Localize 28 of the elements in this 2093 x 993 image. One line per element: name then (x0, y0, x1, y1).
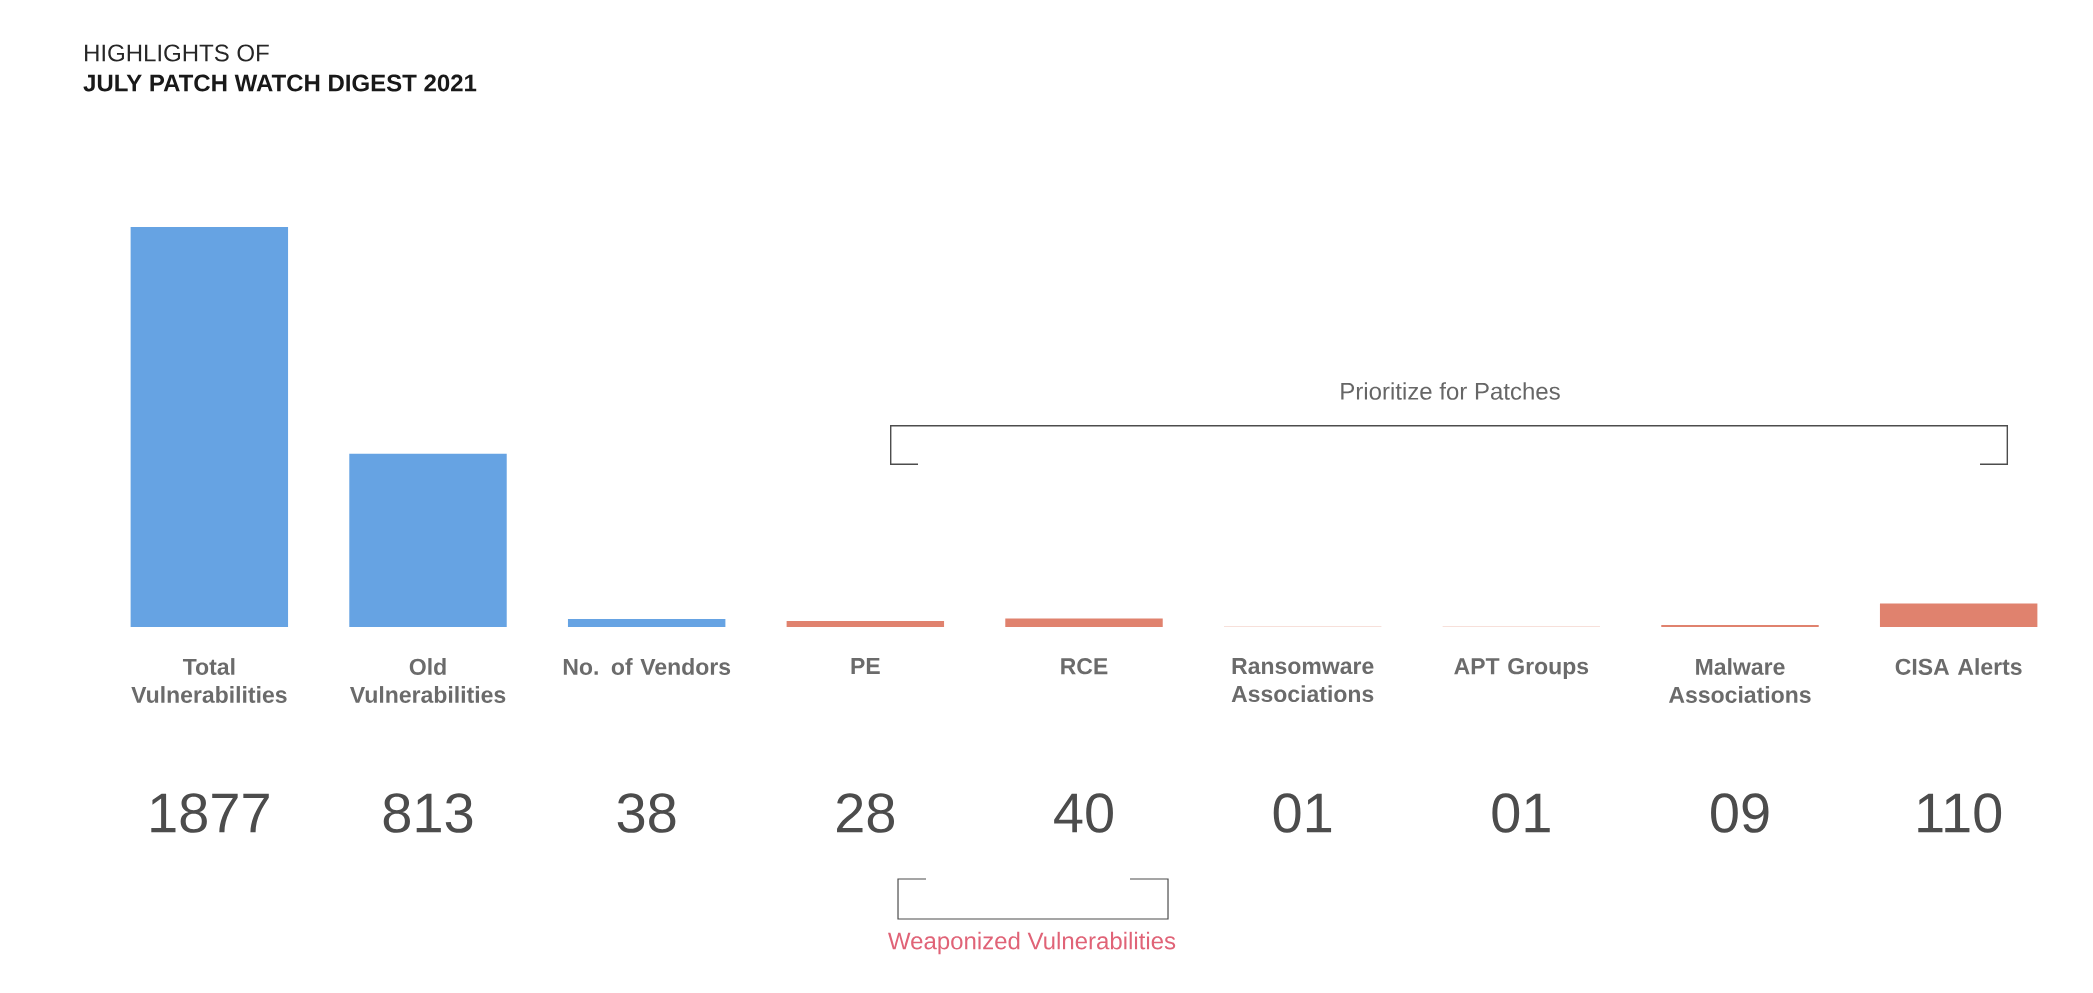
data-label: 1877 (151, 793, 269, 833)
bar (1879, 603, 2038, 627)
annotation: Prioritize for Patches (1341, 382, 1560, 400)
text: Weaponized Vulnerabilities (888, 931, 1176, 955)
data-label: 813 (383, 793, 473, 833)
data-label: 38 (617, 793, 676, 833)
x-tick-label: CISA Alerts (1895, 658, 2022, 675)
data-label: 01 (1492, 793, 1550, 833)
bar (1005, 618, 1163, 627)
bar (567, 618, 726, 627)
data-label: 110 (1918, 793, 2002, 833)
bar (786, 621, 945, 627)
data-label: 01 (1273, 793, 1332, 833)
data-label: 40 (1054, 793, 1113, 833)
x-tick-label: Old Vulnerabilities (349, 658, 506, 703)
chart-subtitle: JULY PATCH WATCH DIGEST 2021 (83, 74, 477, 92)
chart-title: HIGHLIGHTS OF (85, 44, 269, 62)
data-label: 09 (1711, 793, 1769, 833)
bar (130, 227, 289, 627)
data-label: 28 (837, 793, 895, 833)
x-tick-label: Ransomware Associations (1231, 658, 1374, 703)
bar (349, 453, 507, 627)
x-tick-label: Malware Associations (1668, 658, 1811, 703)
x-tick-label: APT Groups (1454, 658, 1589, 679)
x-tick-label: PE (851, 658, 880, 674)
x-tick-label: Total Vulnerabilities (131, 658, 287, 703)
x-tick-label: No. of Vendors (563, 658, 731, 675)
x-tick-label: RCE (1061, 658, 1108, 675)
